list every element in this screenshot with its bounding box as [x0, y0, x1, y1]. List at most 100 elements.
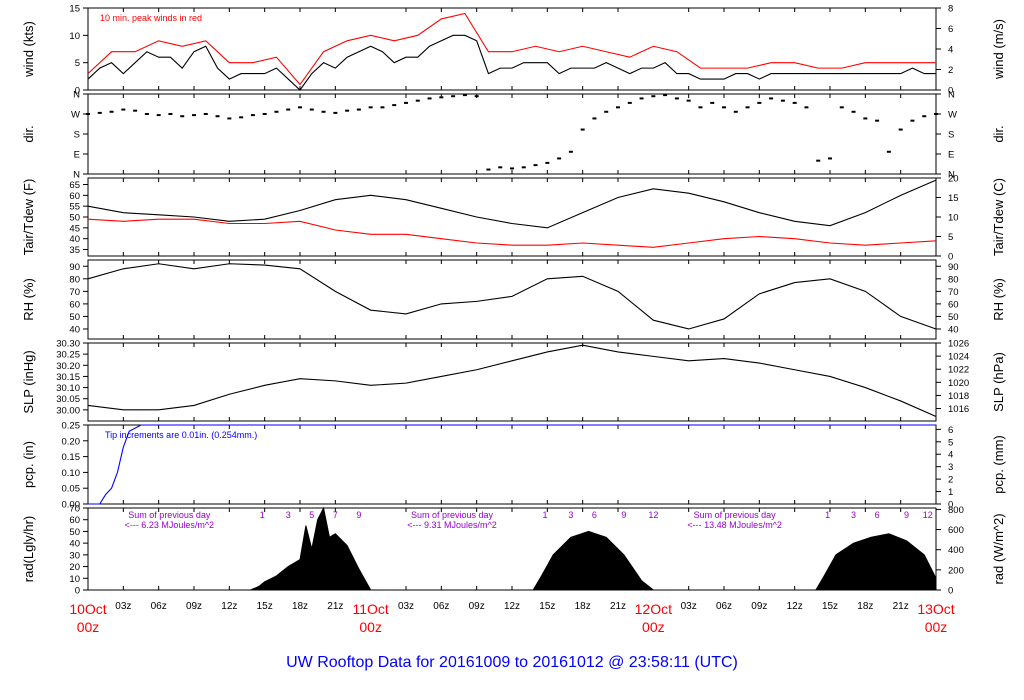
- direction-point: [757, 101, 762, 104]
- y-tick-label-left: 60: [69, 515, 80, 526]
- direction-point: [557, 157, 562, 160]
- y-tick-label-left: 50: [69, 527, 80, 538]
- y-tick-label-left: 30.30: [56, 339, 80, 350]
- series-rh: [87, 263, 937, 330]
- y-tick-label-left: 40: [69, 324, 80, 335]
- direction-point: [227, 117, 232, 120]
- series-10-min-peak: [87, 12, 936, 86]
- y-tick-label-right: N: [948, 90, 955, 101]
- direction-point: [863, 117, 868, 120]
- y-tick-label-left: 90: [69, 262, 80, 273]
- x-tick-label: 06z: [433, 601, 449, 612]
- y-tick-label-right: 4: [948, 450, 953, 461]
- direction-point: [533, 164, 538, 167]
- direction-point: [298, 106, 302, 109]
- y-axis-label-left: rad(Lgly/hr): [21, 516, 36, 582]
- y-tick-label-left: S: [74, 130, 80, 141]
- y-tick-label-left: 80: [69, 274, 80, 285]
- y-tick-label-left: N: [73, 90, 80, 101]
- direction-point: [86, 113, 90, 115]
- direction-point: [875, 119, 880, 122]
- direction-point: [580, 128, 585, 131]
- y-tick-label-left: 60: [69, 299, 80, 310]
- y-tick-label-left: 65: [69, 180, 80, 191]
- y-tick-label-left: N: [73, 170, 80, 181]
- hour-marker: 6: [592, 510, 597, 520]
- y-tick-label-left: 15: [69, 4, 80, 15]
- y-tick-label-left: 45: [69, 223, 80, 234]
- direction-point: [545, 161, 550, 164]
- y-tick-label-left: 60: [69, 191, 80, 202]
- y-tick-label-left: 30.25: [56, 350, 80, 361]
- hour-marker: 6: [875, 510, 880, 520]
- y-tick-label-right: 15: [948, 193, 959, 204]
- y-tick-label-right: 2: [948, 65, 953, 76]
- direction-point: [604, 110, 609, 113]
- direction-point: [168, 113, 173, 115]
- direction-point: [262, 113, 267, 115]
- panel-frame: [87, 93, 937, 175]
- direction-point: [922, 115, 927, 118]
- direction-point: [510, 167, 514, 170]
- daily-sum-title: Sum of previous day: [694, 510, 777, 520]
- y-axis-label-left: dir.: [21, 125, 36, 142]
- hour-marker: 1: [825, 510, 830, 520]
- y-tick-label-left: 30.10: [56, 383, 80, 394]
- direction-point: [722, 106, 726, 109]
- date-label-time: 00z: [642, 619, 665, 635]
- y-tick-label-left: 0.05: [62, 484, 81, 495]
- y-tick-label-right: 1018: [948, 391, 969, 402]
- daily-sum-value: <--- 13.48 MJoules/m^2: [687, 520, 782, 530]
- direction-point: [639, 97, 644, 100]
- x-tick-label: 15z: [822, 601, 838, 612]
- direction-point: [404, 101, 408, 104]
- series-tair: [87, 179, 937, 229]
- y-tick-label-left: 70: [69, 287, 80, 298]
- date-label-day: 13Oct: [917, 601, 954, 617]
- x-tick-label: 09z: [186, 601, 202, 612]
- y-tick-label-right: 50: [948, 312, 959, 323]
- series-precip: [88, 424, 936, 505]
- daily-sum-title: Sum of previous day: [128, 510, 211, 520]
- hour-marker: 12: [648, 510, 658, 520]
- x-tick-label: 03z: [398, 601, 414, 612]
- x-tick-label: 03z: [681, 601, 697, 612]
- y-tick-label-left: 0.10: [62, 468, 81, 479]
- x-tick-label: 09z: [469, 601, 485, 612]
- y-tick-label-right: 800: [948, 505, 964, 516]
- panel-frame: [87, 507, 937, 591]
- direction-point: [309, 108, 314, 111]
- direction-point: [828, 157, 832, 160]
- hour-marker: 5: [309, 510, 314, 520]
- y-tick-label-right: 90: [948, 262, 959, 273]
- y-tick-label-left: 0: [75, 586, 80, 597]
- direction-point: [769, 97, 774, 100]
- y-tick-label-right: 10: [948, 213, 959, 224]
- y-tick-label-right: 5: [948, 437, 953, 448]
- direction-point: [427, 97, 432, 100]
- daily-sum-value: <--- 6.23 MJoules/m^2: [125, 520, 215, 530]
- hour-marker: 12: [923, 510, 933, 520]
- hour-marker: 3: [568, 510, 573, 520]
- y-tick-label-right: 600: [948, 525, 964, 536]
- direction-point: [651, 95, 656, 98]
- direction-point: [498, 166, 503, 169]
- date-label-day: 12Oct: [635, 601, 672, 617]
- hour-marker: 9: [356, 510, 361, 520]
- direction-point: [345, 109, 350, 112]
- date-label-day: 10Oct: [69, 601, 106, 617]
- y-axis-label-left: wind (kts): [21, 21, 36, 78]
- y-tick-label-right: 5: [948, 232, 953, 243]
- y-tick-label-left: 30: [69, 550, 80, 561]
- direction-point: [439, 96, 444, 99]
- direction-point: [133, 109, 138, 112]
- direction-point: [851, 110, 856, 113]
- y-tick-label-left: 20: [69, 562, 80, 573]
- hour-marker: 1: [260, 510, 265, 520]
- y-tick-label-left: 40: [69, 234, 80, 245]
- panel-annotation: Tip increments are 0.01in. (0.254mm.): [105, 430, 257, 440]
- direction-point: [97, 111, 102, 114]
- x-tick-label: 12z: [221, 601, 237, 612]
